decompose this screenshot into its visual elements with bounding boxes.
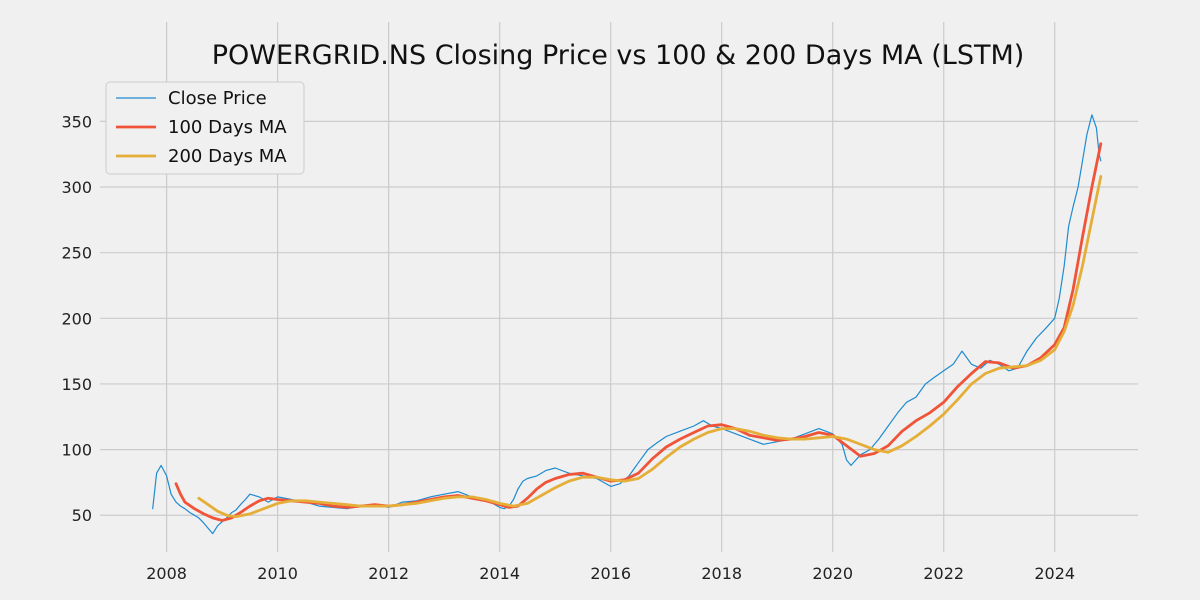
y-tick-label: 100 — [61, 441, 92, 460]
chart-title: POWERGRID.NS Closing Price vs 100 & 200 … — [212, 40, 1025, 71]
legend-label: 200 Days MA — [168, 146, 287, 167]
series-line-1 — [152, 114, 1102, 535]
series-lines — [152, 114, 1103, 535]
x-tick-label: 2024 — [1034, 564, 1075, 583]
y-tick-label: 200 — [61, 309, 92, 328]
x-tick-label: 2016 — [590, 564, 631, 583]
series-line-2 — [174, 142, 1103, 522]
legend-box — [105, 81, 305, 175]
legend-label: Close Price — [168, 88, 267, 109]
y-tick-label: 250 — [61, 244, 92, 263]
x-tick-label: 2010 — [257, 564, 298, 583]
y-tick-label: 350 — [61, 112, 92, 131]
y-gridlines — [100, 120, 1138, 516]
y-tick-label: 150 — [61, 375, 92, 394]
legend-label: 100 Days MA — [168, 117, 287, 138]
x-tick-label: 2008 — [146, 564, 187, 583]
x-tick-label: 2022 — [923, 564, 964, 583]
series-line-3 — [197, 175, 1103, 518]
chart-legend: Close Price 100 Days MA 200 Days MA — [105, 81, 305, 175]
y-tick-label: 300 — [61, 178, 92, 197]
x-tick-label: 2014 — [479, 564, 520, 583]
y-tick-label: 50 — [72, 506, 92, 525]
x-tick-label: 2020 — [812, 564, 853, 583]
x-tick-labels: 2008 2010 2012 2014 2016 2018 2020 2022 2024 — [146, 564, 1075, 583]
x-tick-label: 2012 — [368, 564, 409, 583]
y-tick-labels: 50 100 150 200 250 300 350 — [61, 112, 92, 525]
x-tick-label: 2018 — [701, 564, 742, 583]
